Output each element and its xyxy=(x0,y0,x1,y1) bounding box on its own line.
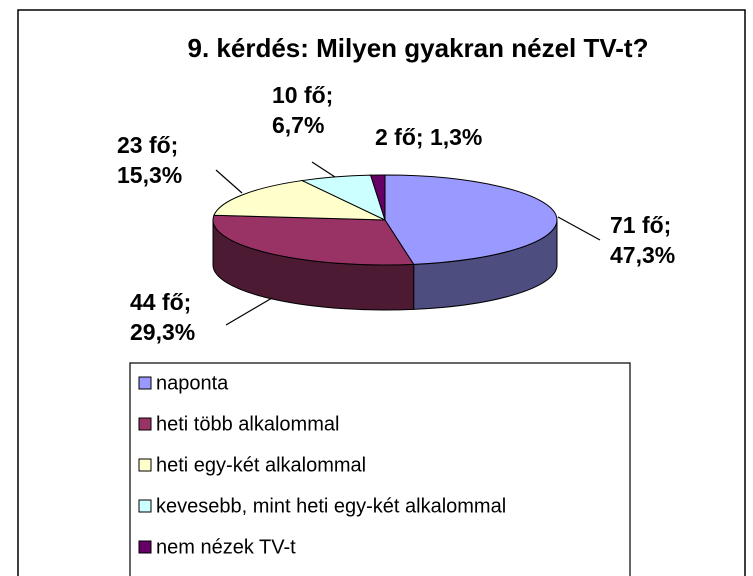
data-label: 10 fő; 6,7% xyxy=(272,82,334,138)
legend-swatch xyxy=(138,458,152,472)
pie-slice xyxy=(369,174,386,221)
legend-label: heti több alkalommal xyxy=(156,413,339,435)
leader-line xyxy=(557,216,601,241)
pie-slice xyxy=(213,180,386,221)
data-label: 71 fő; 47,3% xyxy=(610,212,676,268)
data-label: 23 fő; 15,3% xyxy=(117,132,183,188)
legend-label: nem nézek TV-t xyxy=(156,536,296,558)
legend-swatch xyxy=(138,417,152,431)
pie-slice xyxy=(212,214,415,266)
legend-swatch xyxy=(138,376,152,390)
legend-label: heti egy-két alkalommal xyxy=(156,454,366,476)
legend-label: naponta xyxy=(156,372,229,394)
leader-line xyxy=(311,161,336,178)
legend-label: kevesebb, mint heti egy-két alkalommal xyxy=(156,495,506,517)
leader-line xyxy=(215,169,243,194)
chart-border xyxy=(17,9,746,576)
data-label: 44 fő; 29,3% xyxy=(130,289,196,345)
chart-title: 9. kérdés: Milyen gyakran nézel TV-t? xyxy=(188,33,649,63)
pie-slice xyxy=(384,174,558,265)
legend-swatch xyxy=(138,499,152,513)
legend-swatch xyxy=(138,540,152,554)
leader-line xyxy=(225,297,273,326)
data-label: 2 fő; 1,3% xyxy=(375,124,483,150)
legend-box xyxy=(129,362,631,576)
